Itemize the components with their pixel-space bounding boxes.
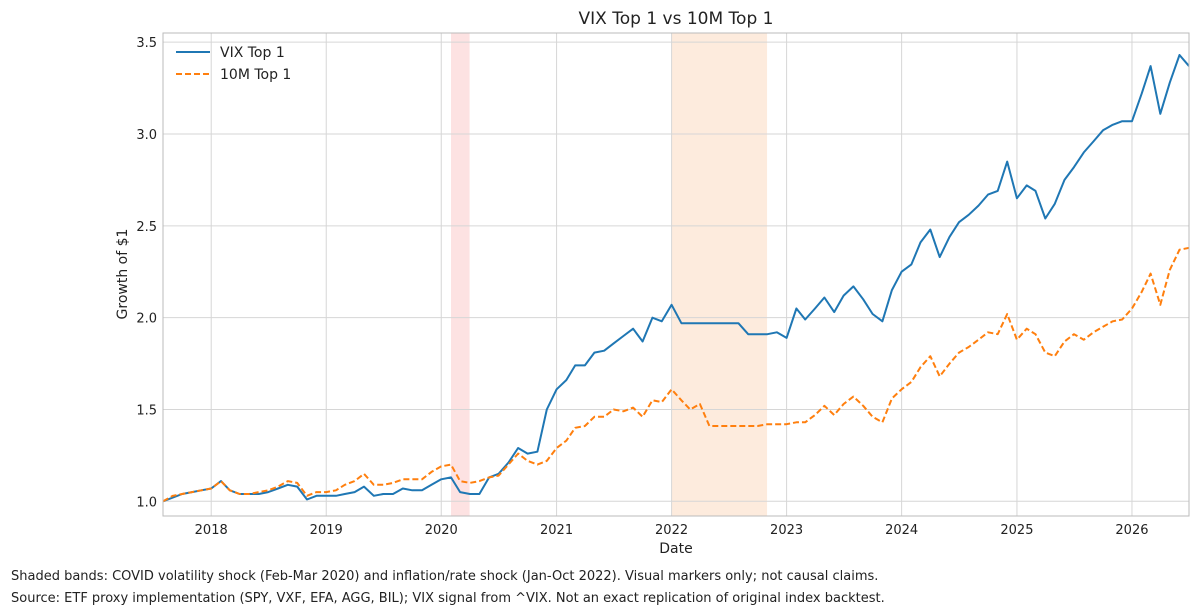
shaded-bands: [451, 33, 768, 516]
x-axis-label: Date: [659, 541, 692, 557]
series-line-vix-top-1: [163, 54, 1189, 503]
x-tick-label: 2021: [540, 523, 573, 538]
x-tick-labels: 2018 2019 2020 2021 2022 2023 2024 2025 2026: [195, 523, 1149, 538]
footnote-source: Source: ETF proxy implementation (SPY, V…: [11, 591, 885, 606]
x-tick-label: 2018: [195, 523, 228, 538]
y-tick-label: 2.0: [136, 312, 157, 327]
x-tick-label: 2026: [1115, 523, 1148, 538]
plot-frame: [162, 32, 1190, 517]
y-axis-label: Growth of $1: [115, 229, 131, 320]
y-tick-label: 1.5: [136, 403, 157, 418]
chart-title: VIX Top 1 vs 10M Top 1: [579, 9, 774, 29]
footnote-bands: Shaded bands: COVID volatility shock (Fe…: [11, 569, 879, 584]
x-tick-label: 2023: [770, 523, 803, 538]
y-tick-label: 1.0: [136, 495, 157, 510]
y-tick-label: 3.5: [136, 36, 157, 51]
grid-lines: [163, 33, 1189, 516]
x-tick-label: 2019: [310, 523, 343, 538]
legend-entry: 10M Top 1: [220, 67, 291, 83]
shaded-band-1: [451, 33, 470, 516]
shaded-band-2: [671, 33, 768, 516]
legend-entry: VIX Top 1: [220, 45, 285, 61]
x-tick-label: 2022: [655, 523, 688, 538]
y-tick-labels: 1.0 1.5 2.0 2.5 3.0 3.5: [136, 36, 157, 510]
series-lines: [163, 54, 1189, 503]
x-tick-label: 2025: [1000, 523, 1033, 538]
chart: 2018 2019 2020 2021 2022 2023 2024 2025 2026 1.0…: [115, 9, 1190, 557]
legend: VIX Top 1 10M Top 1: [176, 45, 291, 83]
y-tick-label: 2.5: [136, 220, 157, 235]
y-tick-label: 3.0: [136, 128, 157, 143]
x-tick-label: 2020: [425, 523, 458, 538]
series-line-10m-top-1: [163, 246, 1189, 503]
x-tick-label: 2024: [885, 523, 918, 538]
